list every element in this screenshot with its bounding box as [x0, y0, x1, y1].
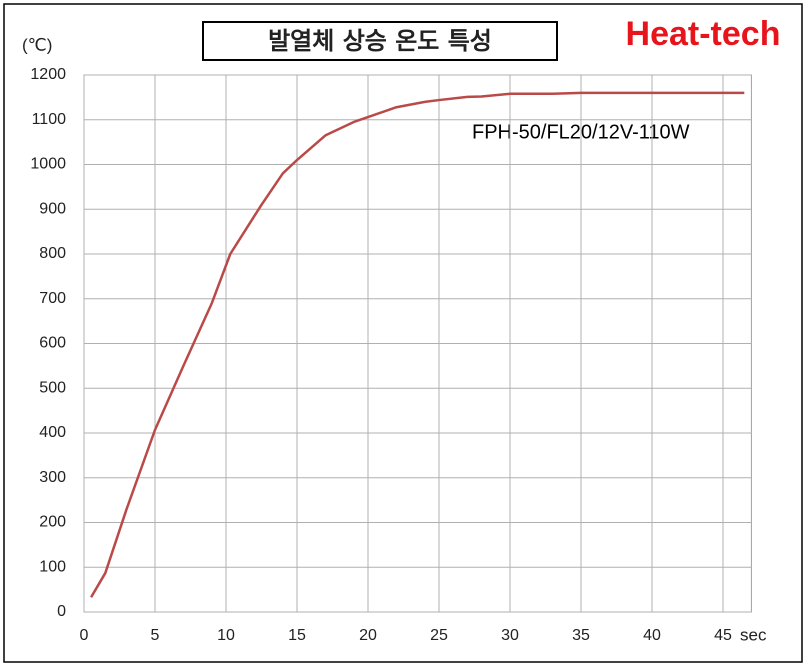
brand: Heat-tech	[626, 15, 781, 53]
x-tick-label: 35	[572, 627, 590, 644]
y-tick-label: 900	[39, 200, 66, 217]
x-tick-label: 20	[359, 627, 377, 644]
y-tick-label: 0	[57, 603, 66, 620]
x-tick-label: 30	[501, 627, 519, 644]
y-tick-label: 300	[39, 469, 66, 486]
y-tick-label: 600	[39, 335, 66, 352]
x-tick-label: 25	[430, 627, 448, 644]
x-tick-label: 45	[714, 627, 732, 644]
y-tick-label: 1200	[30, 66, 66, 83]
y-tick-label: 700	[39, 290, 66, 307]
x-tick-label: 15	[288, 627, 306, 644]
x-tick-label: 40	[643, 627, 661, 644]
chart-title: 발열체 상승 온도 특성	[268, 27, 492, 55]
y-tick-label: 400	[39, 424, 66, 441]
y-tick-label: 1000	[30, 156, 66, 173]
y-tick-label: 200	[39, 514, 66, 531]
temperature-line	[90, 91, 745, 598]
title-box	[202, 21, 558, 61]
x-axis-label: sec	[740, 625, 767, 644]
y-tick-label: 100	[39, 558, 66, 575]
frame	[3, 3, 803, 663]
y-tick-label: 500	[39, 379, 66, 396]
y-tick-label: 800	[39, 245, 66, 262]
x-tick-label: 0	[80, 627, 89, 644]
y-tick-label: 1100	[32, 111, 67, 128]
x-tick-label: 5	[151, 627, 160, 644]
y-axis-label: (℃)	[22, 35, 52, 54]
x-tick-label: 10	[217, 627, 235, 644]
